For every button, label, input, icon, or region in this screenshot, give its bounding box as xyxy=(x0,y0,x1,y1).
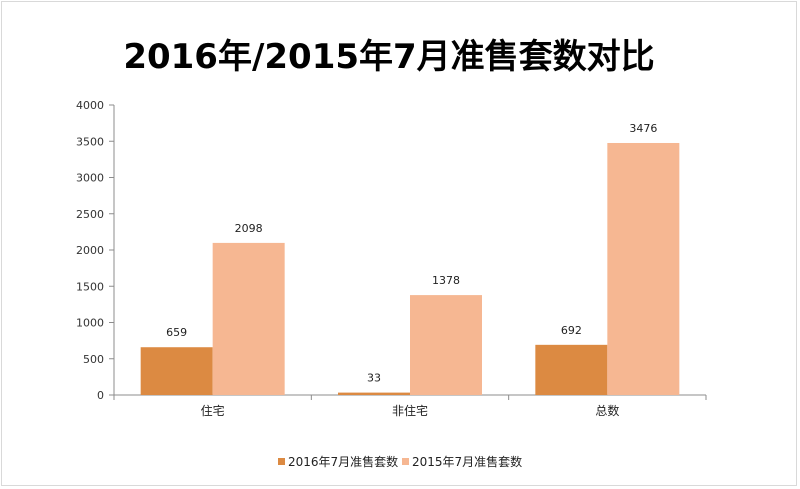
y-tick-label: 2500 xyxy=(76,208,104,221)
chart-bars xyxy=(140,142,680,395)
data-label: 3476 xyxy=(629,122,657,135)
x-category-label: 总数 xyxy=(595,403,619,418)
data-label: 33 xyxy=(367,372,381,385)
y-tick-label: 3500 xyxy=(76,135,104,148)
y-tick-label: 1000 xyxy=(76,317,104,330)
chart-title: 2016年/2015年7月准售套数对比 xyxy=(123,37,654,77)
data-label: 659 xyxy=(166,326,187,339)
bar xyxy=(607,142,680,395)
bar xyxy=(410,295,482,395)
legend-swatch xyxy=(402,458,409,465)
bar xyxy=(535,344,608,395)
chart-legend: 2016年7月准售套数 2015年7月准售套数 xyxy=(278,454,522,469)
y-tick-label: 3000 xyxy=(76,172,104,185)
data-label: 692 xyxy=(561,324,582,337)
bar xyxy=(212,242,285,395)
y-tick-label: 0 xyxy=(97,389,104,402)
y-tick-label: 4000 xyxy=(76,99,104,112)
legend-swatch xyxy=(278,458,285,465)
data-label: 2098 xyxy=(235,222,263,235)
x-category-label: 住宅 xyxy=(201,403,225,418)
data-label: 1378 xyxy=(432,274,460,287)
bar xyxy=(338,392,410,395)
x-category-label: 非住宅 xyxy=(392,403,428,418)
y-tick-label: 500 xyxy=(83,353,104,366)
legend-entry: 2016年7月准售套数 xyxy=(288,454,398,469)
y-tick-label: 1500 xyxy=(76,280,104,293)
chart-data-labels: 659 2098 33 1378 692 3476 xyxy=(166,122,657,385)
legend-entry: 2015年7月准售套数 xyxy=(412,454,522,469)
y-tick-label: 2000 xyxy=(76,244,104,257)
bar xyxy=(140,347,213,395)
